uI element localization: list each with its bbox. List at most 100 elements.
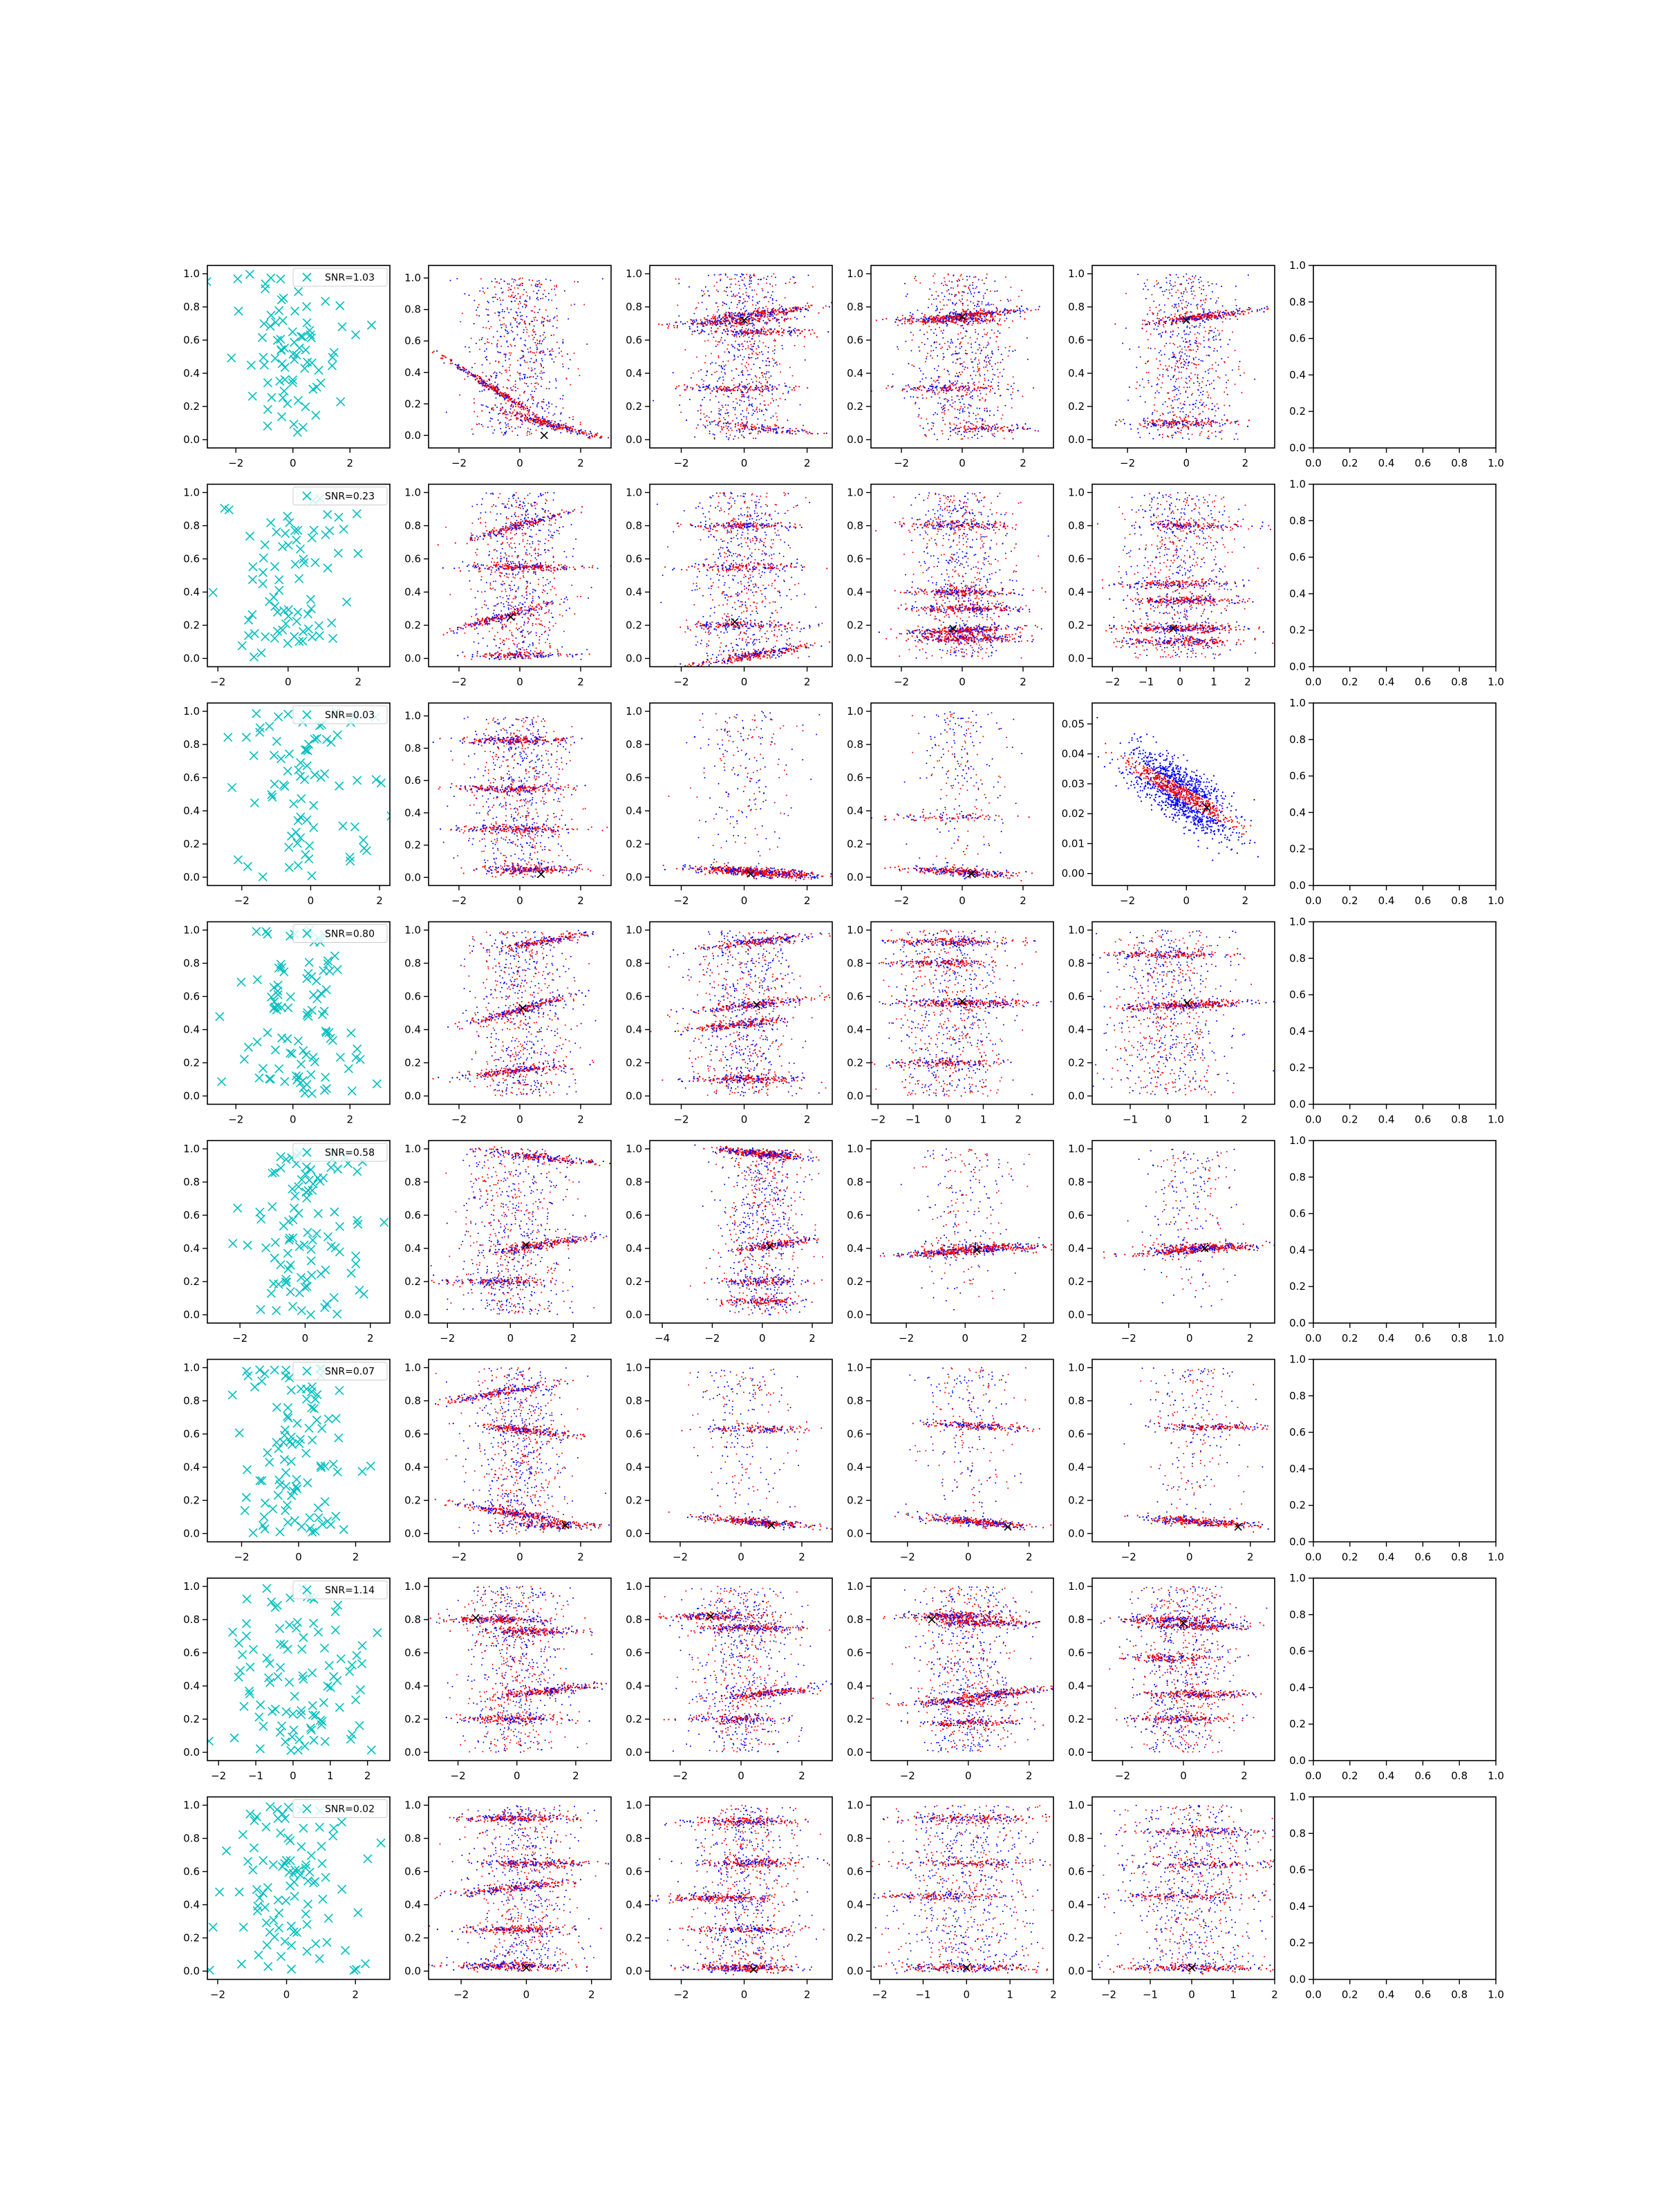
particle-point	[757, 308, 759, 310]
particle-point	[718, 401, 720, 403]
particle-point	[928, 326, 930, 328]
particle-point	[958, 398, 960, 400]
particle-point	[980, 353, 982, 355]
particle-point	[941, 308, 944, 310]
particle-point	[543, 401, 545, 403]
band-point	[489, 384, 491, 386]
particle-point	[950, 287, 952, 289]
band-point	[716, 389, 719, 391]
particle-point	[1161, 433, 1163, 435]
particle-point	[992, 353, 994, 355]
particle-point	[1208, 339, 1210, 341]
band-point	[982, 310, 984, 312]
particle-point	[728, 429, 730, 431]
particle-point	[1179, 357, 1181, 359]
band-point	[919, 388, 921, 391]
particle-point	[487, 314, 489, 316]
band-point	[737, 318, 739, 321]
band-point	[695, 384, 698, 386]
band-point	[565, 427, 568, 429]
band-point	[975, 426, 978, 429]
band-point	[657, 323, 660, 325]
particle-point	[959, 408, 962, 410]
particle-point	[701, 378, 703, 380]
band-point	[797, 306, 799, 308]
particle-point	[496, 344, 498, 346]
particle-point	[548, 406, 550, 408]
particle-point	[743, 356, 745, 358]
particle-point	[957, 278, 959, 280]
band-point	[986, 311, 988, 313]
particle-point	[757, 283, 759, 285]
band-point	[922, 427, 924, 429]
band-point	[460, 368, 462, 371]
particle-point	[1170, 314, 1172, 316]
particle-point	[541, 343, 543, 345]
band-point	[753, 310, 755, 312]
particle-point	[731, 344, 733, 346]
particle-point	[738, 281, 740, 283]
particle-point	[729, 352, 731, 354]
particle-point	[715, 424, 717, 426]
particle-point	[953, 274, 955, 276]
band-point	[958, 390, 960, 392]
band-point	[767, 308, 769, 310]
particle-point	[933, 368, 935, 370]
particle-point	[757, 433, 759, 435]
band-point	[936, 385, 938, 387]
particle-point	[487, 301, 489, 303]
particle-point	[492, 432, 494, 434]
particle-point	[713, 274, 715, 276]
particle-point	[1159, 350, 1161, 352]
particle-point	[742, 410, 744, 412]
band-point	[968, 427, 971, 429]
particle-point	[1170, 284, 1172, 286]
band-point	[527, 419, 529, 421]
band-point	[939, 312, 941, 314]
particle-point	[700, 404, 702, 406]
particle-point	[741, 391, 743, 393]
band-point	[741, 428, 743, 430]
band-point	[555, 429, 557, 431]
particle-point	[502, 308, 504, 310]
band-point	[977, 315, 979, 317]
particle-point	[781, 344, 783, 346]
particle-point	[749, 340, 751, 342]
y-tick-label: 0.8	[847, 301, 863, 313]
band-point	[484, 384, 487, 386]
particle-point	[538, 342, 541, 344]
band-point	[470, 373, 473, 375]
particle-point	[751, 325, 753, 327]
particle-point	[443, 362, 445, 364]
particle-point	[950, 340, 953, 342]
particle-point	[1157, 325, 1159, 327]
band-point	[736, 389, 739, 391]
particle-point	[484, 350, 486, 353]
particle-point	[1174, 305, 1177, 307]
sample-marker	[275, 376, 285, 386]
band-point	[529, 406, 532, 409]
particle-point	[558, 347, 560, 349]
particle-point	[948, 422, 950, 424]
band-point	[767, 425, 769, 427]
band-point	[710, 330, 712, 332]
particle-point	[529, 376, 531, 378]
sample-marker	[266, 310, 276, 320]
band-point	[738, 387, 740, 389]
particle-point	[1171, 305, 1173, 307]
particle-point	[524, 339, 526, 341]
particle-point	[539, 339, 541, 341]
band-point	[743, 424, 745, 426]
particle-point	[939, 326, 941, 328]
particle-point	[977, 291, 980, 293]
particle-point	[678, 283, 680, 285]
band-point	[982, 427, 984, 429]
band-point	[760, 313, 762, 315]
particle-point	[943, 391, 945, 393]
particle-point	[736, 294, 738, 297]
band-point	[809, 431, 811, 433]
particle-point	[984, 399, 986, 401]
particle-point	[1186, 382, 1188, 384]
particle-point	[1227, 344, 1229, 346]
particle-point	[505, 324, 507, 326]
